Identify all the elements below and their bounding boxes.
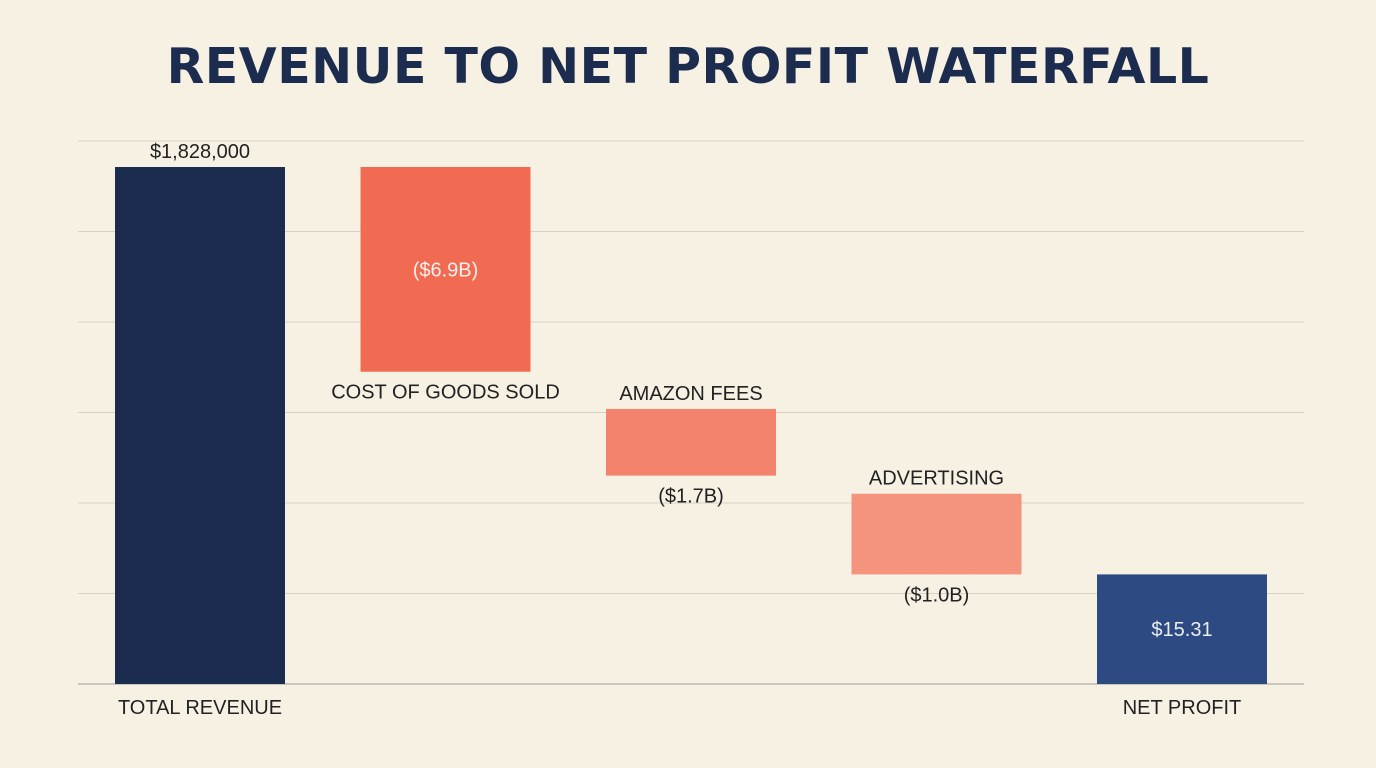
category-label-net-profit: NET PROFIT (1123, 697, 1242, 719)
category-label-advertising: ADVERTISING (869, 468, 1004, 490)
value-label-net-profit: $15.31 (1151, 619, 1212, 641)
value-label-amazon-fees: ($1.7B) (658, 486, 724, 508)
category-label-cost-of-goods-sold: COST OF GOODS SOLD (331, 382, 560, 404)
value-label-total-revenue: $1,828,000 (150, 141, 250, 163)
chart-title: REVENUE TO NET PROFIT WATERFALL (166, 38, 1210, 95)
bar-amazon-fees (606, 408, 776, 476)
category-label-amazon-fees: AMAZON FEES (619, 383, 762, 405)
bar-cost-of-goods-sold (360, 167, 531, 372)
bar-total-revenue (115, 167, 285, 684)
labels: $1,828,000 TOTAL REVENUE ($6.9B) COST OF GO… (118, 141, 1241, 719)
value-label-cost-of-goods-sold: ($6.9B) (413, 259, 479, 281)
value-label-advertising: ($1.0B) (904, 584, 970, 606)
category-label-total-revenue: TOTAL REVENUE (118, 697, 282, 719)
bars (115, 167, 1267, 684)
bar-net-profit (1097, 574, 1267, 684)
bar-advertising (851, 493, 1022, 575)
